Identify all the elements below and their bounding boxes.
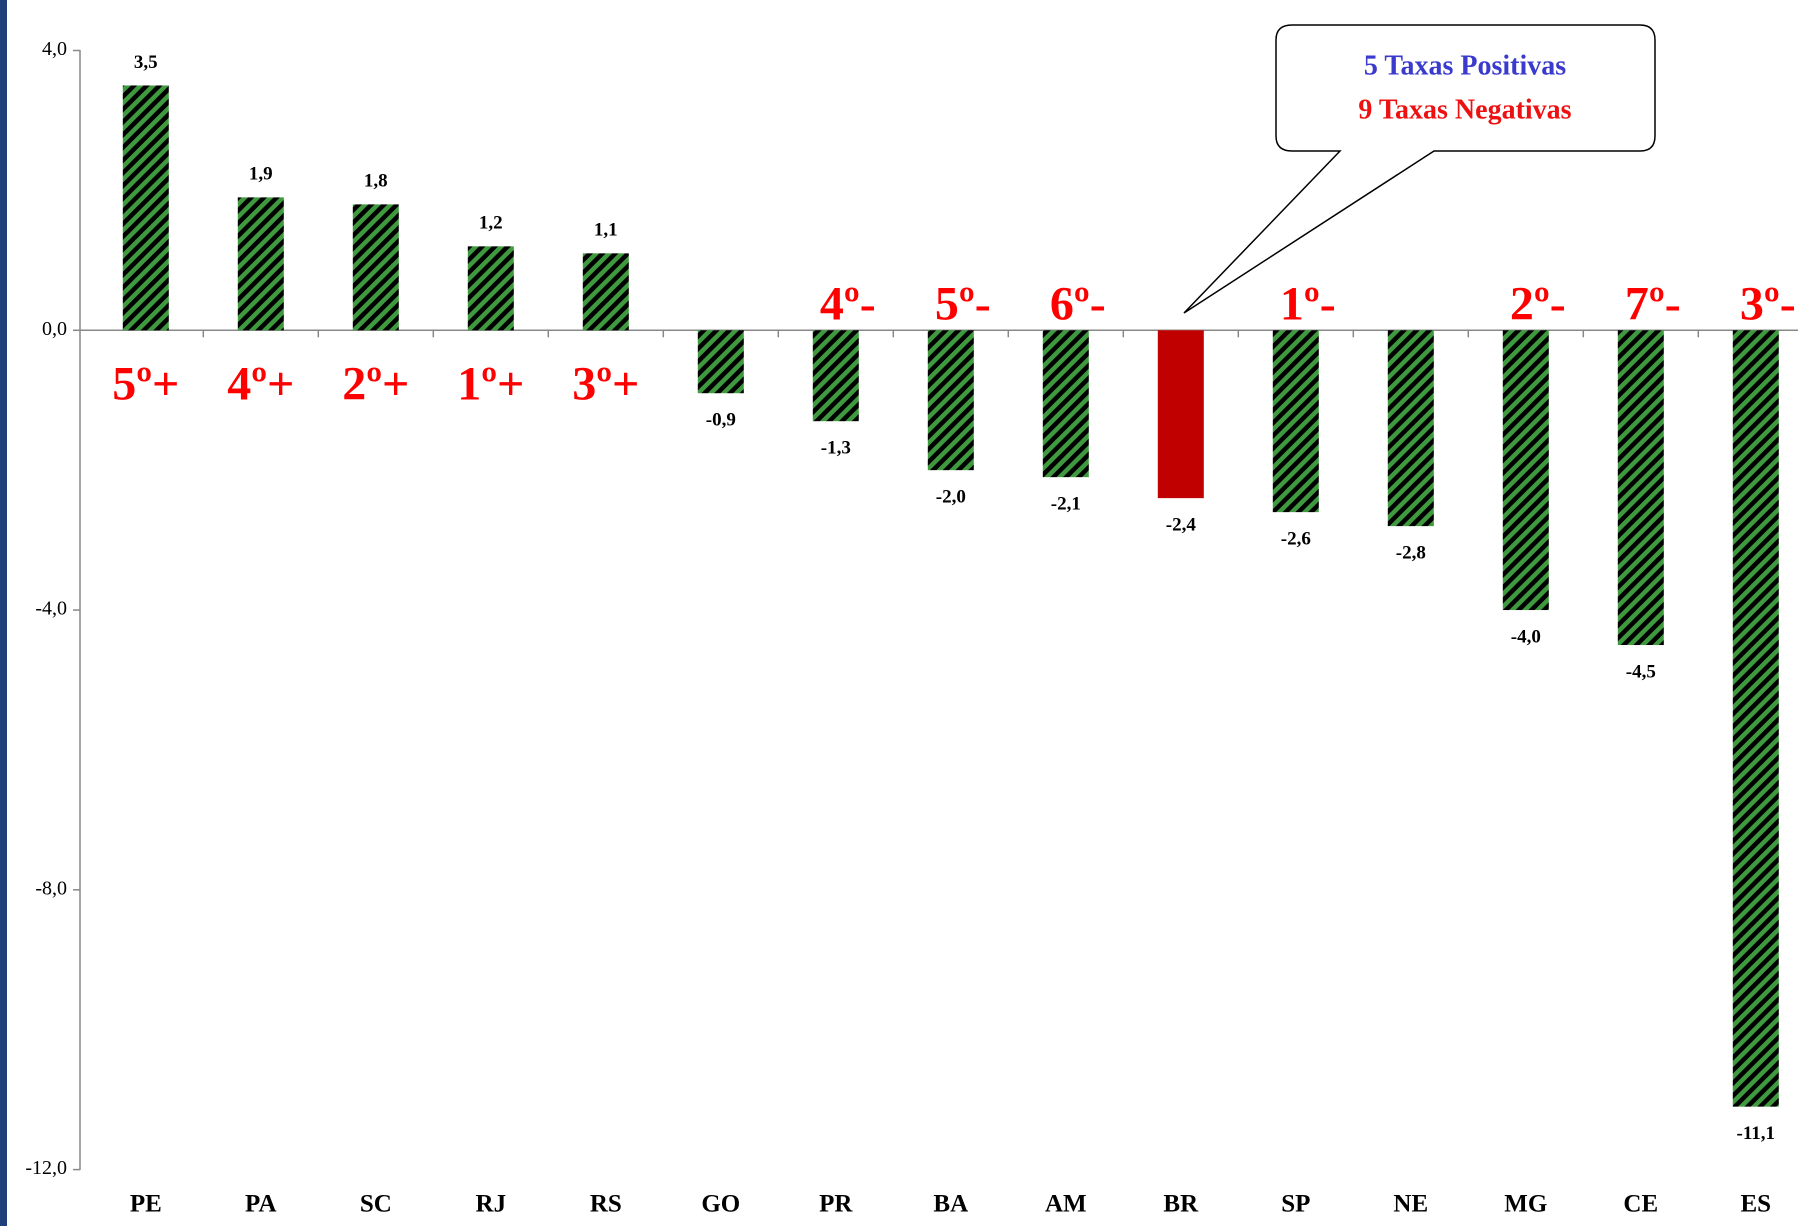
rank-label: 2º+	[342, 357, 409, 410]
x-tick-label: CE	[1623, 1191, 1658, 1218]
bar	[1732, 330, 1779, 1107]
rank-label: 7º-	[1625, 277, 1681, 330]
bar	[812, 330, 859, 422]
x-tick-label: PR	[819, 1191, 853, 1218]
bar	[352, 204, 399, 331]
value-label: 1,1	[594, 220, 618, 241]
value-label: -11,1	[1737, 1123, 1776, 1144]
x-tick-label: SP	[1281, 1191, 1310, 1218]
value-label: 3,5	[134, 52, 158, 73]
rank-label: 3º+	[572, 357, 639, 410]
bar	[697, 330, 744, 394]
x-tick-label: RS	[590, 1191, 622, 1218]
value-label: -2,6	[1281, 528, 1311, 549]
x-tick-label: RJ	[476, 1191, 507, 1218]
value-label: 1,2	[479, 213, 503, 234]
bar	[122, 85, 169, 331]
x-tick-label: AM	[1045, 1191, 1087, 1218]
rank-label: 3º-	[1740, 277, 1796, 330]
y-tick-label: 4,0	[42, 38, 67, 60]
x-tick-label: GO	[701, 1191, 740, 1218]
bar	[467, 246, 514, 331]
bar	[1042, 330, 1089, 478]
value-label: -0,9	[706, 410, 736, 431]
rank-label: 1º-	[1280, 277, 1336, 330]
rank-label: 5º+	[112, 357, 179, 410]
x-tick-label: PA	[245, 1191, 276, 1218]
rank-label: 6º-	[1050, 277, 1106, 330]
rank-label: 2º-	[1510, 277, 1566, 330]
side-band	[0, 0, 7, 1226]
x-tick-label: MG	[1504, 1191, 1547, 1218]
value-label: -1,3	[821, 438, 851, 459]
rank-label: 4º-	[820, 277, 876, 330]
callout	[1183, 24, 1656, 314]
bar	[582, 253, 629, 331]
rank-label: 5º-	[935, 277, 991, 330]
callout-box	[1183, 24, 1656, 314]
x-tick-label: PE	[130, 1191, 162, 1218]
y-tick-label: 0,0	[42, 318, 67, 340]
value-label: -4,5	[1626, 661, 1656, 682]
y-tick-label: -8,0	[35, 877, 67, 899]
x-tick-label: SC	[360, 1191, 392, 1218]
value-label: -2,4	[1166, 514, 1197, 535]
rank-label: 1º+	[457, 357, 524, 410]
bar	[1157, 330, 1204, 499]
x-tick-label: NE	[1393, 1191, 1428, 1218]
bar	[1502, 330, 1549, 611]
callout-text: 9 Taxas Negativas	[1358, 94, 1571, 125]
value-label: -2,0	[936, 487, 966, 508]
y-tick-label: -4,0	[35, 598, 67, 620]
value-label: -2,8	[1396, 542, 1426, 563]
value-label: 1,9	[249, 164, 273, 185]
bar	[1387, 330, 1434, 527]
value-label: -4,0	[1511, 626, 1541, 647]
bar	[1272, 330, 1319, 513]
value-label: -2,1	[1051, 494, 1081, 515]
value-label: 1,8	[364, 171, 388, 192]
x-tick-label: BA	[933, 1191, 968, 1218]
x-tick-label: BR	[1163, 1191, 1199, 1218]
y-tick-label: -12,0	[25, 1157, 67, 1179]
bar	[237, 197, 284, 331]
rank-label: 4º+	[227, 357, 294, 410]
bar	[1617, 330, 1664, 646]
callout-text: 5 Taxas Positivas	[1364, 50, 1566, 81]
bar	[927, 330, 974, 471]
x-tick-label: ES	[1741, 1191, 1772, 1218]
